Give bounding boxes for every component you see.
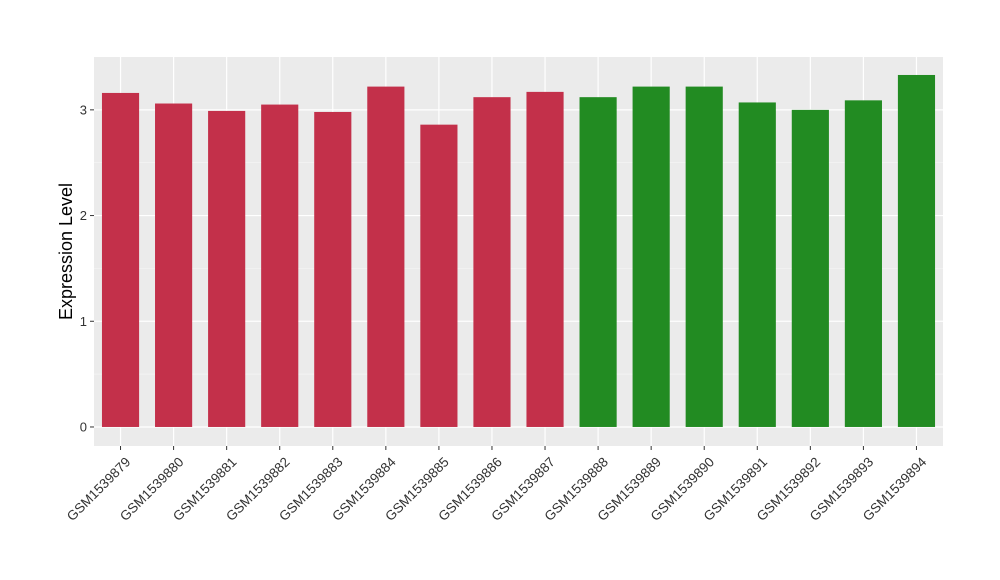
bar	[314, 111, 352, 427]
bar	[897, 74, 936, 427]
y-axis-title: Expression Level	[56, 183, 76, 320]
bar	[101, 92, 140, 427]
bar	[261, 104, 299, 427]
y-tick-label: 3	[80, 102, 87, 117]
bar	[791, 109, 829, 427]
bars-group	[101, 74, 936, 427]
bar	[579, 97, 617, 427]
bar	[367, 86, 405, 427]
y-tick-label: 1	[80, 314, 87, 329]
bar	[632, 86, 670, 427]
bar	[685, 86, 723, 427]
bar	[155, 103, 193, 427]
bar	[738, 102, 776, 427]
bar	[420, 124, 458, 427]
y-tick-label: 2	[80, 208, 87, 223]
bar	[844, 100, 882, 427]
bar	[526, 91, 564, 427]
bar	[473, 97, 511, 427]
y-tick-label: 0	[80, 419, 87, 434]
y-axis: 0 1 2 3	[80, 102, 94, 434]
bar	[208, 110, 246, 427]
x-axis: GSM1539879GSM1539880GSM1539881GSM1539882…	[64, 446, 930, 524]
